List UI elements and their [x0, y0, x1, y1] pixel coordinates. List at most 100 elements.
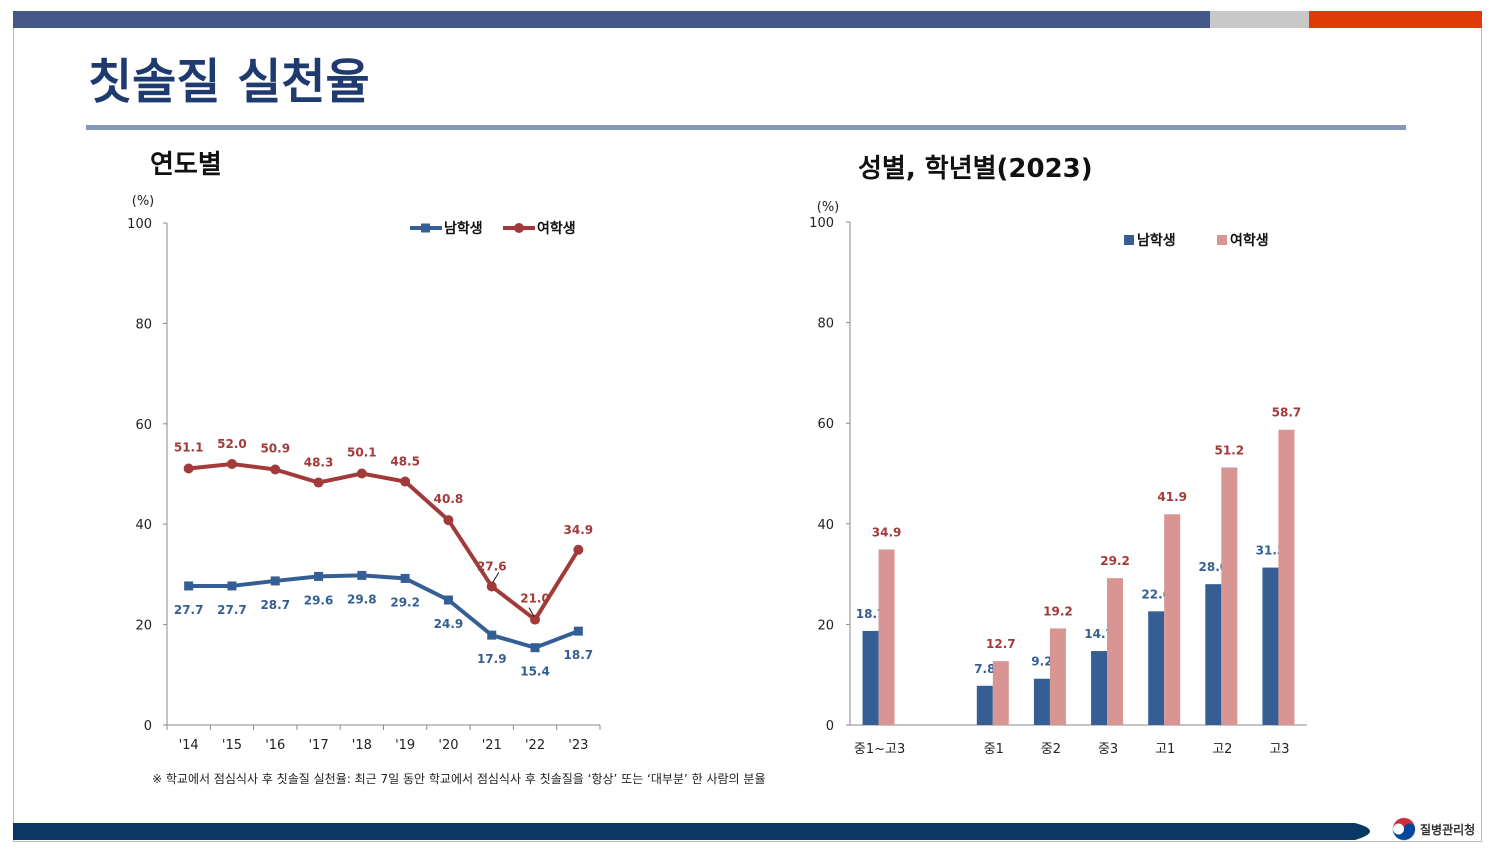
yearly-data-label-male: 29.6: [304, 593, 334, 607]
grade-data-label-female: 29.2: [1100, 554, 1130, 568]
yearly-x-tick-label: '17: [308, 738, 328, 753]
yearly-point-male: [443, 595, 453, 605]
grade-bar-female: [1107, 578, 1124, 725]
grade-y-tick-label: 100: [809, 216, 834, 231]
grade-data-label-female: 51.2: [1215, 443, 1245, 457]
yearly-point-male: [530, 643, 540, 653]
yearly-data-label-female: 21.0: [520, 592, 550, 606]
grade-data-label-male: 28.0: [1199, 560, 1229, 574]
yearly-x-tick-label: '18: [352, 738, 372, 753]
yearly-point-male: [270, 576, 280, 586]
yearly-x-tick-label: '16: [265, 738, 285, 753]
grade-y-tick-label: 60: [817, 417, 834, 432]
kdca-logo-icon: [1392, 817, 1416, 841]
yearly-y-tick-label: 40: [135, 518, 152, 533]
yearly-x-tick-label: '23: [568, 738, 588, 753]
grade-y-tick-label: 80: [817, 317, 834, 332]
top-bar-orange-accent: [1309, 11, 1482, 28]
yearly-leader-line: [528, 607, 535, 617]
yearly-data-label-male: 29.8: [347, 592, 377, 606]
grade-y-tick-label: 20: [817, 618, 834, 633]
yearly-x-tick-label: '15: [222, 738, 242, 753]
grade-y-tick-label: 40: [817, 518, 834, 533]
yearly-x-tick-label: '19: [395, 738, 415, 753]
grade-data-label-female: 12.7: [986, 637, 1016, 651]
yearly-data-label-female: 51.1: [174, 440, 204, 454]
yearly-x-tick-label: '14: [179, 738, 199, 753]
yearly-point-male: [314, 571, 324, 581]
yearly-data-label-male: 15.4: [520, 665, 550, 679]
grade-legend: 남학생 여학생: [1124, 232, 1269, 249]
grade-legend-label: 남학생: [1137, 232, 1176, 249]
yearly-point-male: [573, 626, 583, 636]
yearly-point-male: [487, 630, 497, 640]
yearly-point-female: [270, 464, 281, 475]
yearly-x-tick-label: '21: [482, 738, 502, 753]
grade-bar-male: [1262, 567, 1279, 725]
yearly-legend-marker: [514, 223, 524, 233]
yearly-unit-label: (%): [132, 194, 155, 209]
grade-x-tick-label: 중1~고3: [854, 742, 905, 757]
yearly-data-label-male: 29.2: [390, 595, 420, 609]
yearly-y-tick-label: 80: [135, 317, 152, 332]
grade-legend-swatch: [1217, 235, 1227, 245]
yearly-chart-title: 연도별: [150, 150, 222, 180]
grade-data-label-male: 18.7: [856, 607, 886, 621]
yearly-legend-label: 여학생: [537, 220, 576, 237]
grade-data-label-male: 22.6: [1141, 587, 1171, 601]
yearly-y-tick-label: 0: [144, 719, 152, 734]
grade-data-label-male: 31.3: [1256, 544, 1286, 558]
grade-bar-male: [1033, 678, 1050, 725]
yearly-legend-marker: [421, 223, 430, 233]
yearly-legend: 남학생 여학생: [410, 220, 576, 237]
grade-bar-male: [976, 685, 993, 725]
yearly-line-chart: 연도별 (%) 남학생 여학생 0 20 40 60 80 100 '14 '15 '16 '17 '…: [127, 150, 601, 753]
yearly-legend-label: 남학생: [444, 220, 483, 237]
yearly-leader-line: [492, 572, 500, 583]
grade-data-label-female: 34.9: [872, 525, 902, 539]
yearly-y-tick-label: 60: [135, 418, 152, 433]
yearly-x-tick-label: '22: [525, 738, 545, 753]
yearly-series-line-male: [188, 573, 580, 650]
grade-x-tick-label: 고3: [1269, 742, 1289, 757]
grade-data-label-male: 14.7: [1084, 627, 1114, 641]
yearly-point-female: [313, 477, 324, 488]
grade-data-label-female: 41.9: [1157, 490, 1187, 504]
grade-bar-female: [1278, 429, 1295, 725]
yearly-point-female: [400, 476, 411, 487]
grade-bar-female: [1049, 628, 1066, 725]
yearly-point-female: [356, 468, 367, 479]
title-rule: [86, 125, 1406, 130]
yearly-data-label-female: 40.8: [434, 492, 464, 506]
grade-bar-female: [992, 661, 1009, 725]
grade-x-tick-label: 중2: [1041, 742, 1061, 757]
grade-bar-female: [1164, 514, 1181, 725]
yearly-data-label-male: 27.7: [174, 603, 204, 617]
grade-x-tick-label: 중3: [1098, 742, 1118, 757]
kdca-logo-text: 질병관리청: [1420, 822, 1475, 837]
bottom-bar: [13, 823, 1370, 840]
grade-data-label-female: 58.7: [1272, 406, 1302, 420]
grade-bar-male: [862, 630, 879, 725]
yearly-data-label-female: 34.9: [564, 523, 594, 537]
yearly-data-label-female: 48.3: [304, 456, 334, 470]
yearly-point-female: [183, 463, 194, 474]
grade-unit-label: (%): [817, 200, 840, 215]
grade-x-tick-label: 고2: [1212, 742, 1232, 757]
yearly-point-male: [184, 581, 194, 591]
yearly-series-line-female: [188, 461, 581, 622]
grade-bar-female: [1221, 467, 1238, 725]
yearly-data-label-female: 50.1: [347, 445, 377, 459]
yearly-y-tick-label: 20: [135, 619, 152, 634]
yearly-point-female: [226, 458, 237, 469]
yearly-point-female: [530, 614, 541, 625]
yearly-point-female: [486, 581, 497, 592]
yearly-data-label-female: 50.9: [260, 441, 290, 455]
footnote: ※ 학교에서 점심식사 후 칫솔질 실천율: 최근 7일 동안 학교에서 점심식…: [152, 771, 766, 786]
yearly-data-label-male: 27.7: [217, 603, 247, 617]
yearly-data-label-male: 18.7: [564, 648, 594, 662]
yearly-data-label-female: 52.0: [217, 437, 247, 451]
grade-legend-label: 여학생: [1230, 232, 1269, 249]
grade-bar-female: [878, 549, 895, 725]
